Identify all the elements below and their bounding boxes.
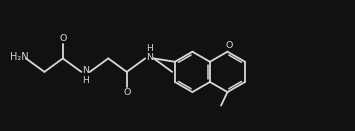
Text: H: H	[82, 76, 89, 85]
Text: O: O	[123, 88, 130, 97]
Text: N: N	[82, 66, 89, 75]
Text: N: N	[146, 53, 153, 62]
Text: H: H	[146, 44, 153, 53]
Text: O: O	[59, 34, 66, 43]
Text: O: O	[225, 41, 233, 50]
Text: H₂N: H₂N	[10, 52, 29, 62]
